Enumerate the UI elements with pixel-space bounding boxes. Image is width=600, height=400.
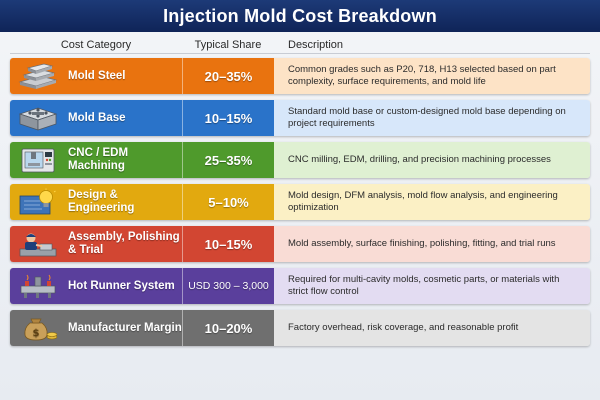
description-cell: Standard mold base or custom-designed mo… xyxy=(274,100,590,136)
table-row: Design & Engineering 5–10% Mold design, … xyxy=(10,184,590,220)
share-cell: 20–35% xyxy=(182,58,274,94)
table-row: Assembly, Polishing & Trial 10–15% Mold … xyxy=(10,226,590,262)
category-label: Assembly, Polishing & Trial xyxy=(68,231,180,256)
description-cell: Mold design, DFM analysis, mold flow ana… xyxy=(274,184,590,220)
hot-runner-icon xyxy=(16,272,60,300)
description-cell: Mold assembly, surface finishing, polish… xyxy=(274,226,590,262)
steel-bars-icon xyxy=(16,62,60,90)
category-cell: Hot Runner System xyxy=(10,268,182,304)
mold-base-icon xyxy=(16,104,60,132)
share-cell: 5–10% xyxy=(182,184,274,220)
table-row: Mold Steel 20–35% Common grades such as … xyxy=(10,58,590,94)
description-cell: CNC milling, EDM, drilling, and precisio… xyxy=(274,142,590,178)
table-row: CNC / EDM Machining 25–35% CNC milling, … xyxy=(10,142,590,178)
header-typical-share: Typical Share xyxy=(194,38,262,51)
cnc-machine-icon xyxy=(16,146,60,174)
share-cell: USD 300 – 3,000 xyxy=(182,268,274,304)
category-label: Hot Runner System xyxy=(68,279,175,292)
table-row: $ Manufacturer Margin 10–20% Factory ove… xyxy=(10,310,590,346)
category-cell: $ Manufacturer Margin xyxy=(10,310,182,346)
share-cell: 10–15% xyxy=(182,100,274,136)
category-label: CNC / EDM Machining xyxy=(68,147,129,172)
category-cell: Assembly, Polishing & Trial xyxy=(10,226,182,262)
header-description: Description xyxy=(288,38,344,51)
money-bag-icon: $ xyxy=(16,314,60,342)
page-title: Injection Mold Cost Breakdown xyxy=(163,5,437,26)
header-cost-category: Cost Category xyxy=(60,38,132,51)
category-label: Mold Base xyxy=(68,111,126,124)
share-cell: 10–20% xyxy=(182,310,274,346)
category-cell: Mold Steel xyxy=(10,58,182,94)
category-label: Mold Steel xyxy=(68,69,126,82)
title-bar: Injection Mold Cost Breakdown xyxy=(0,0,600,32)
description-cell: Required for multi-cavity molds, cosmeti… xyxy=(274,268,590,304)
worker-icon xyxy=(16,230,60,258)
category-label: Design & Engineering xyxy=(68,189,135,214)
share-cell: 25–35% xyxy=(182,142,274,178)
cost-table: Mold Steel 20–35% Common grades such as … xyxy=(10,58,590,352)
table-header: Cost Category Typical Share Description xyxy=(10,36,590,54)
svg-text:$: $ xyxy=(33,328,40,339)
category-label: Manufacturer Margin xyxy=(68,321,182,334)
category-cell: Design & Engineering xyxy=(10,184,182,220)
table-row: Mold Base 10–15% Standard mold base or c… xyxy=(10,100,590,136)
category-cell: CNC / EDM Machining xyxy=(10,142,182,178)
category-cell: Mold Base xyxy=(10,100,182,136)
description-cell: Factory overhead, risk coverage, and rea… xyxy=(274,310,590,346)
table-row: Hot Runner System USD 300 – 3,000 Requir… xyxy=(10,268,590,304)
lightbulb-blueprint-icon xyxy=(16,188,60,216)
description-cell: Common grades such as P20, 718, H13 sele… xyxy=(274,58,590,94)
share-cell: 10–15% xyxy=(182,226,274,262)
